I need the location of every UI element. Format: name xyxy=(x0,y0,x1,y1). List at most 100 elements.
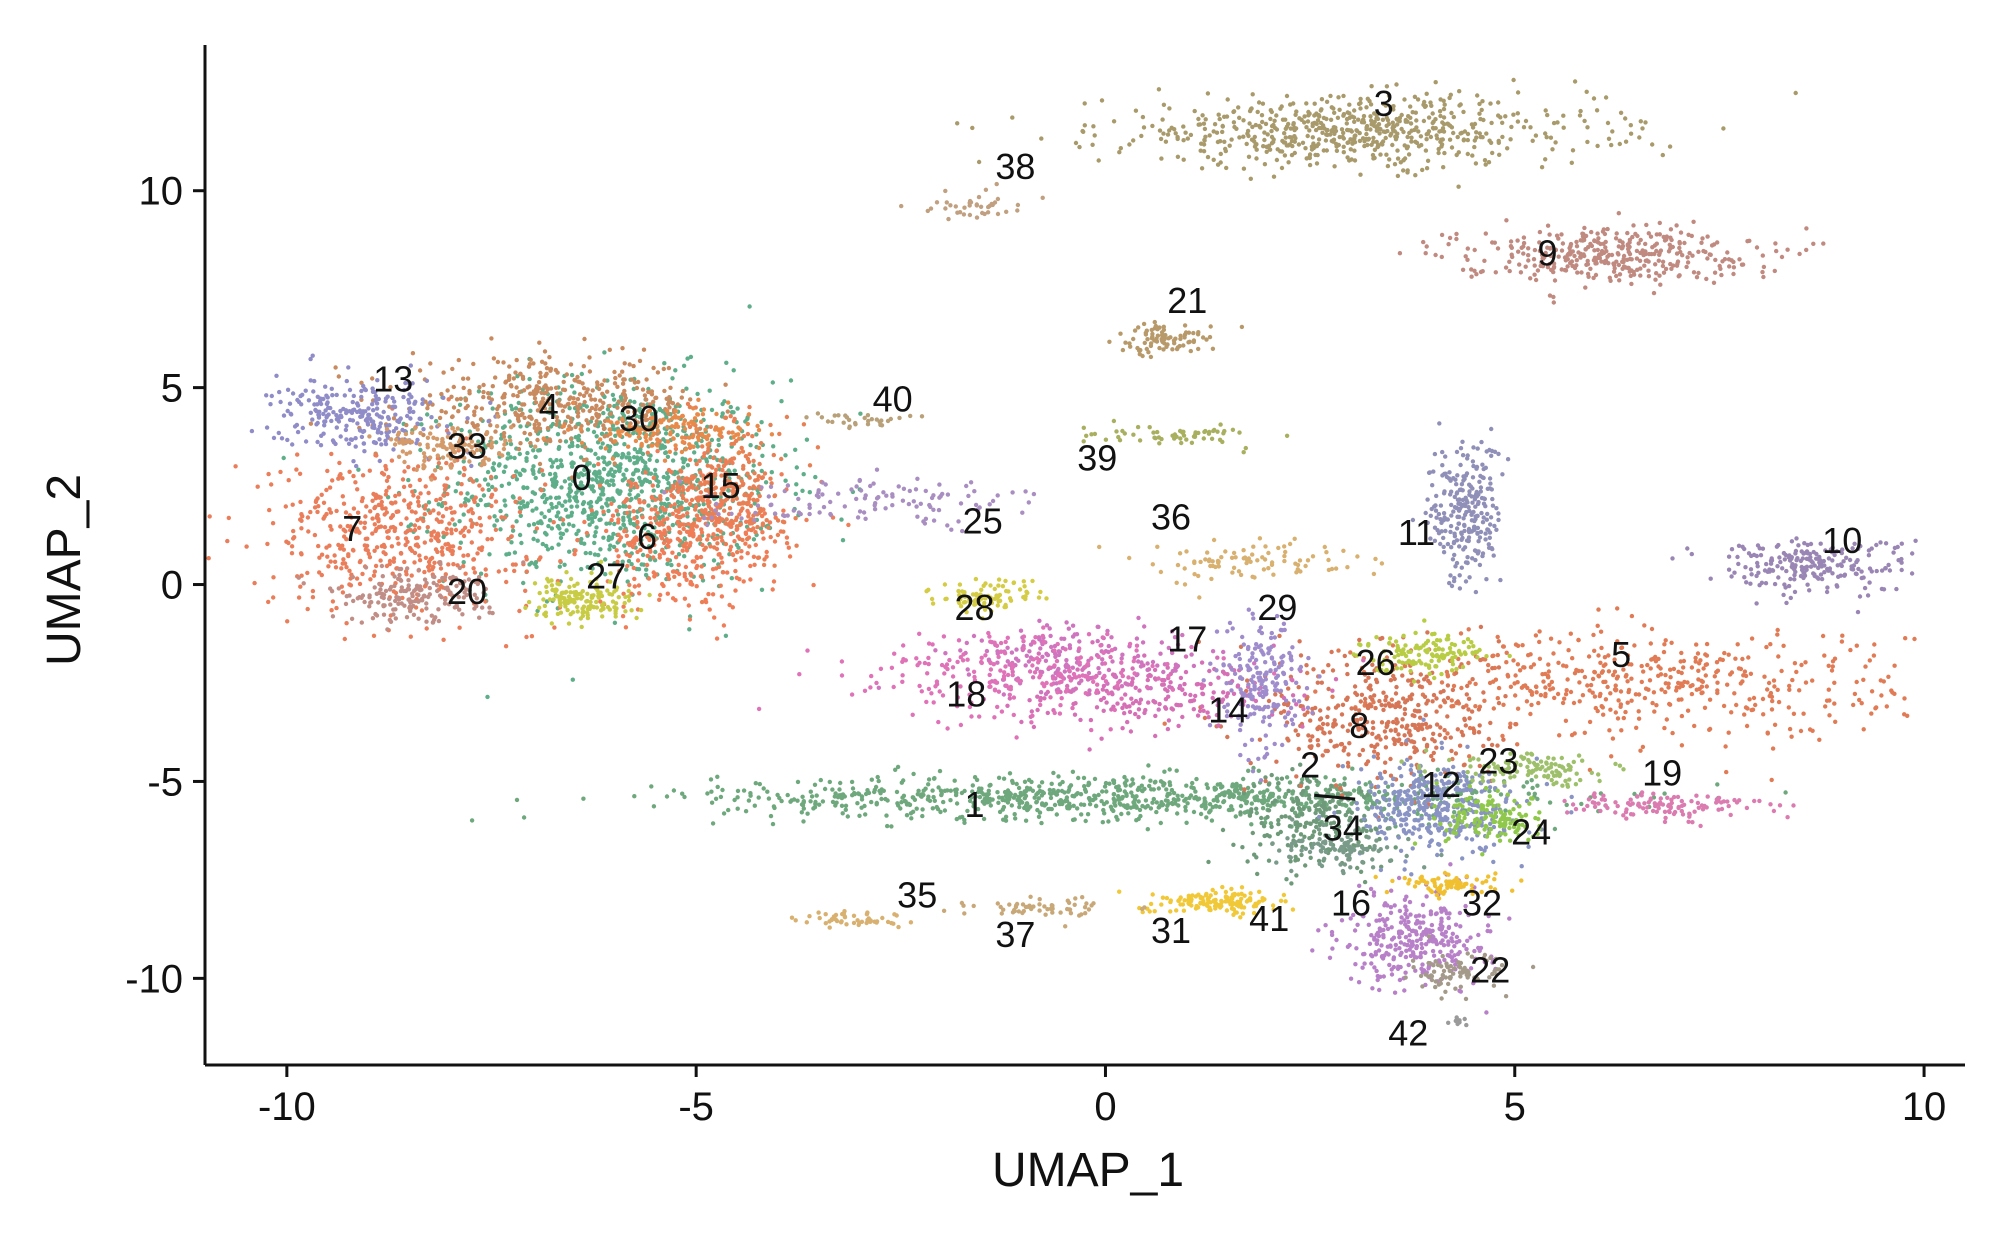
point xyxy=(655,448,660,454)
point xyxy=(1497,152,1502,157)
point xyxy=(424,626,429,631)
point xyxy=(528,391,533,396)
point xyxy=(971,804,976,809)
point xyxy=(1323,138,1329,143)
point xyxy=(817,802,822,807)
point xyxy=(739,549,744,554)
point xyxy=(748,563,753,569)
point xyxy=(1839,639,1845,644)
point xyxy=(843,803,849,808)
point xyxy=(1605,684,1610,690)
point xyxy=(1431,692,1437,698)
point xyxy=(760,453,765,458)
point xyxy=(1293,136,1298,141)
point xyxy=(1430,757,1436,763)
point xyxy=(1312,775,1317,780)
point xyxy=(1457,89,1462,94)
point xyxy=(443,542,448,547)
point xyxy=(1663,689,1668,695)
point xyxy=(1582,674,1588,680)
point xyxy=(1254,147,1259,152)
point xyxy=(429,555,435,561)
point xyxy=(1096,158,1101,163)
point xyxy=(1726,652,1731,657)
point xyxy=(1283,117,1288,122)
point xyxy=(1360,747,1366,753)
point xyxy=(941,799,946,805)
point xyxy=(1322,126,1327,131)
point xyxy=(1323,833,1328,838)
point xyxy=(332,559,338,564)
point xyxy=(442,487,448,492)
point xyxy=(1301,806,1306,811)
point xyxy=(653,549,658,555)
point xyxy=(520,374,526,379)
point xyxy=(600,391,605,396)
point xyxy=(635,558,641,563)
point xyxy=(641,347,647,352)
point xyxy=(1452,810,1457,815)
point xyxy=(622,398,627,403)
point xyxy=(1822,653,1827,658)
point xyxy=(567,406,572,411)
point xyxy=(1304,101,1309,106)
point xyxy=(1576,637,1581,643)
point xyxy=(752,501,757,506)
point xyxy=(662,444,667,450)
point xyxy=(907,802,913,807)
point xyxy=(655,370,661,375)
point xyxy=(1352,108,1357,113)
point xyxy=(662,388,667,394)
point xyxy=(573,424,578,430)
point xyxy=(1196,116,1201,122)
point xyxy=(1439,680,1445,685)
point xyxy=(1220,129,1225,135)
point xyxy=(1618,689,1624,694)
point xyxy=(611,531,616,537)
point xyxy=(643,470,648,475)
point xyxy=(485,537,490,542)
point xyxy=(1462,129,1468,134)
point xyxy=(1474,130,1479,135)
point xyxy=(509,384,514,389)
point xyxy=(530,508,535,513)
point xyxy=(1300,844,1305,850)
point xyxy=(451,405,457,410)
point xyxy=(1608,707,1613,712)
point xyxy=(611,473,616,479)
point xyxy=(1867,658,1873,663)
point xyxy=(1262,137,1267,143)
point xyxy=(1466,696,1472,701)
point xyxy=(1174,768,1179,773)
point xyxy=(1391,104,1396,109)
point xyxy=(545,426,551,431)
point xyxy=(1461,763,1467,768)
point xyxy=(391,524,396,530)
point xyxy=(1596,673,1601,678)
point xyxy=(1496,138,1501,144)
point xyxy=(434,497,439,503)
point xyxy=(1572,731,1577,736)
point xyxy=(347,568,352,573)
point xyxy=(1237,115,1242,121)
point xyxy=(920,813,925,819)
point xyxy=(694,565,699,571)
point xyxy=(1341,150,1347,155)
point xyxy=(487,552,492,557)
point xyxy=(759,587,765,592)
point xyxy=(788,799,793,804)
point xyxy=(680,456,685,461)
point xyxy=(1324,148,1330,153)
point xyxy=(1308,855,1313,860)
point xyxy=(726,488,731,493)
point xyxy=(457,625,462,630)
point xyxy=(1537,656,1543,661)
point xyxy=(636,379,641,385)
point xyxy=(1175,136,1180,142)
point xyxy=(459,482,464,487)
point xyxy=(711,532,716,537)
point xyxy=(521,580,526,586)
point xyxy=(1307,796,1312,801)
point xyxy=(1659,687,1664,692)
